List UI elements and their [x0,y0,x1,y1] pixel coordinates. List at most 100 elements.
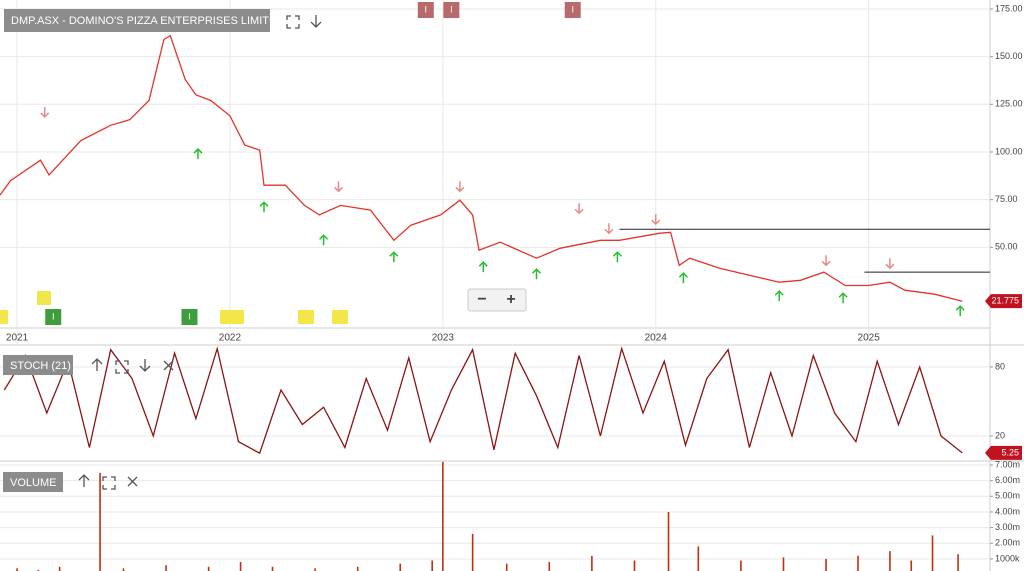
y-tick-label: 20 [995,430,1005,440]
volume-bar [16,568,18,571]
y-tick-label: 7.00m [995,459,1020,469]
fullscreen-icon[interactable] [102,476,116,490]
event-badge-label: I [425,4,428,14]
y-tick-label: 1000k [995,553,1020,563]
volume-bar [431,560,433,571]
panel-title-box [3,472,63,492]
volume-bar [271,566,274,571]
volume-bar [825,558,827,571]
event-badge [443,2,460,18]
panel-title: STOCH (21) [10,360,71,372]
panel-title-box [3,355,73,375]
buy-signal [531,268,542,280]
y-tick-label: 125.00 [995,99,1023,109]
volume-bar [889,551,891,571]
price-line [3,346,963,455]
volume-bar [697,546,700,571]
volume-bar [356,566,359,571]
volume-bar [667,511,670,571]
buy-signal [838,292,848,304]
sell-signal [455,181,465,193]
panel-title: VOLUME [10,477,56,489]
volume-bar [442,461,444,571]
zoom-bar [467,288,527,312]
close-icon[interactable] [163,360,174,371]
last-value-tag [985,294,1022,309]
event-badge [417,2,434,18]
event-badge [45,309,62,325]
x-tick-label: 2024 [645,333,668,344]
overlay: DMP.ASX - DOMINO'S PIZZA ENTERPRISES LIM… [0,9,527,492]
sell-signal [604,223,614,235]
volume-bar [399,563,402,571]
zoom-out-button[interactable]: − [477,291,486,308]
download-icon[interactable] [310,15,322,28]
chart-title: DMP.ASX - DOMINO'S PIZZA ENTERPRISES LIM… [11,15,284,27]
y-tick-label: 175.00 [995,3,1023,13]
close-icon[interactable] [127,476,138,487]
fullscreen-icon[interactable] [115,360,129,374]
x-tick-label: 2025 [858,333,881,344]
sell-signal [885,258,895,270]
x-tick-label: 2021 [6,333,29,344]
volume-bar [99,472,101,571]
buy-signal [955,305,965,317]
buy-signal [389,251,399,263]
volume-bar [505,563,508,571]
buy-signal [259,201,269,213]
x-tick-label: 2022 [219,333,242,344]
volume-bar [633,560,636,571]
volume-bar [314,568,316,571]
buy-signal [678,272,688,284]
drawing-icons [0,291,348,324]
last-value-label: 21.775 [991,296,1019,306]
fullscreen-icon[interactable] [286,15,300,29]
y-tick-label: 50.00 [995,242,1018,252]
volume-bar [591,555,593,571]
buy-signal [193,148,203,160]
y-tick-label: 4.00m [995,506,1020,516]
last-value-tag [985,445,1022,460]
title-box [4,9,270,32]
y-tick-label: 80 [995,361,1005,371]
sell-signal [651,214,661,226]
sell-signal [333,181,344,193]
volume-bar [931,535,934,571]
x-tick-label: 2023 [432,333,455,344]
y-tick-label: 6.00m [995,475,1020,485]
volume-bar [239,562,242,571]
move-down-icon[interactable] [139,359,151,372]
volume-bar [207,566,210,571]
last-value-label: 5.25 [1001,447,1019,457]
volume-bar [857,555,859,571]
event-badge-label: I [450,4,453,14]
volume-bar [740,560,742,571]
volume-bar [58,566,61,571]
buy-signal [774,290,784,302]
volume-bar [957,554,959,571]
zoom-in-button[interactable]: + [506,291,515,308]
y-tick-label: 5.00m [995,491,1020,501]
event-badge-label: I [571,4,574,14]
volume-bar [37,569,40,571]
y-tick-label: 3.00m [995,522,1020,532]
price-line [0,34,963,302]
buy-signal [478,261,488,273]
event-badge [181,309,198,325]
volume-bar [165,565,167,571]
sell-signal [821,255,831,267]
volume-bar [782,557,785,571]
y-tick-label: 75.00 [995,194,1018,204]
event-badge [564,2,581,18]
move-up-icon[interactable] [91,358,103,371]
move-up-icon[interactable] [78,474,90,487]
y-tick-label: 150.00 [995,51,1023,61]
event-badge-label: I [188,311,191,321]
buy-signal [319,234,329,246]
volume-bar [122,568,125,571]
volume-bar [471,533,474,571]
volume-bar [548,562,551,571]
